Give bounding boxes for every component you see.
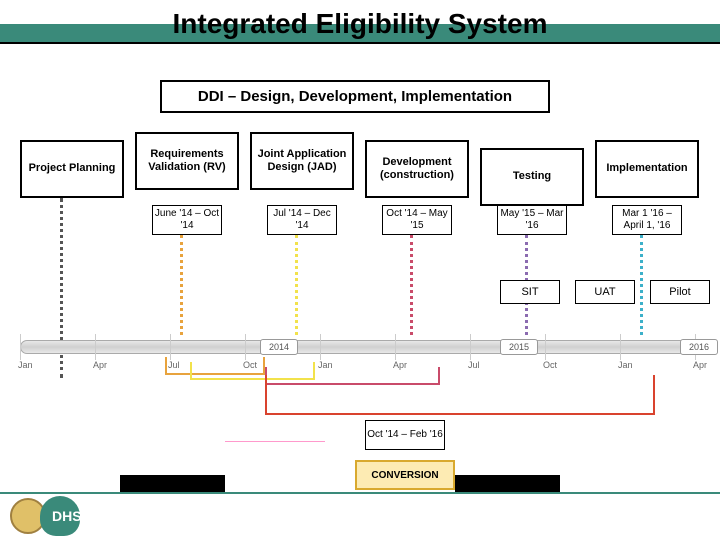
phase-date: June '14 – Oct '14	[152, 205, 222, 235]
title-band: Integrated Eligibility System	[0, 0, 720, 54]
month-label: Jul	[468, 360, 480, 370]
timeline-bar	[20, 340, 700, 354]
month-label: Apr	[93, 360, 107, 370]
subtitle-box: DDI – Design, Development, Implementatio…	[160, 80, 550, 113]
year-label: 2015	[500, 339, 538, 355]
phase-box: Requirements Validation (RV)	[135, 132, 239, 190]
phase-box: Joint Application Design (JAD)	[250, 132, 354, 190]
footer-bar-right	[455, 475, 560, 493]
conversion-box: CONVERSION	[355, 460, 455, 490]
phase-date: Mar 1 '16 – April 1, '16	[612, 205, 682, 235]
phase-date: Jul '14 – Dec '14	[267, 205, 337, 235]
subphase-box: UAT	[575, 280, 635, 304]
month-label: Apr	[693, 360, 707, 370]
phase-box: Development (construction)	[365, 140, 469, 198]
conversion-date: Oct '14 – Feb '16	[365, 420, 445, 450]
phase-date: Oct '14 – May '15	[382, 205, 452, 235]
month-label: Jan	[618, 360, 633, 370]
footer: DHS	[0, 492, 720, 540]
page-title: Integrated Eligibility System	[0, 8, 720, 40]
phase-box: Implementation	[595, 140, 699, 198]
month-label: Jan	[18, 360, 33, 370]
phase-box: Project Planning	[20, 140, 124, 198]
month-label: Oct	[543, 360, 557, 370]
subphase-box: Pilot	[650, 280, 710, 304]
year-label: 2016	[680, 339, 718, 355]
phase-box: Testing	[480, 148, 584, 206]
dhs-logo: DHS	[10, 496, 100, 536]
subphase-box: SIT	[500, 280, 560, 304]
pink-accent	[225, 441, 325, 442]
phase-date: May '15 – Mar '16	[497, 205, 567, 235]
dhs-text: DHS	[52, 508, 82, 524]
footer-bar-left	[120, 475, 225, 493]
conversion-bracket	[265, 375, 655, 415]
year-label: 2014	[260, 339, 298, 355]
